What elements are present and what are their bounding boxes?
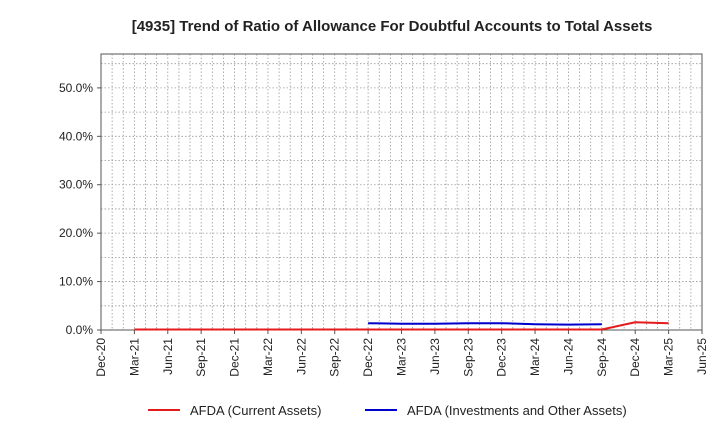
legend: AFDA (Current Assets) AFDA (Investments a… [148,403,627,418]
x-tick-label: Sep-22 [328,338,342,377]
x-tick-label: Dec-22 [361,338,375,377]
grid [101,54,702,330]
x-tick-label: Dec-20 [94,338,108,377]
series-lines [134,321,669,331]
x-tick-label: Jun-22 [294,338,308,375]
x-tick-label: Mar-24 [528,338,542,376]
y-tick-label: 50.0% [59,81,93,95]
axes: 0.0% 10.0% 20.0% 30.0% 40.0% 50.0% Dec-20 Mar-2… [59,53,709,377]
x-tick-label: Jun-25 [695,338,709,375]
x-tick-label: Sep-21 [194,338,208,377]
x-tick-label: Mar-25 [662,338,676,376]
y-tick-label: 40.0% [59,129,93,143]
y-tick-label: 20.0% [59,226,93,240]
chart-title: [4935] Trend of Ratio of Allowance For D… [132,18,653,35]
x-tick-label: Mar-23 [395,338,409,376]
legend-label-1: AFDA (Investments and Other Assets) [407,403,627,418]
x-tick-label: Jun-24 [561,338,575,375]
x-tick-label: Mar-22 [261,338,275,376]
x-tick-label: Dec-21 [228,338,242,377]
x-tick-label: Dec-23 [495,338,509,377]
x-tick-label: Dec-24 [628,338,642,377]
y-tick-label: 0.0% [66,323,94,337]
series-line-0 [134,321,669,331]
y-tick-label: 30.0% [59,178,93,192]
x-tick-label: Sep-23 [461,338,475,377]
x-tick-label: Sep-24 [595,338,609,377]
legend-label-0: AFDA (Current Assets) [190,403,321,418]
series-line-1 [368,322,602,326]
x-tick-label: Jun-23 [428,338,442,375]
x-tick-label: Jun-21 [161,338,175,375]
x-tick-label: Mar-21 [127,338,141,376]
y-tick-label: 10.0% [59,275,93,289]
